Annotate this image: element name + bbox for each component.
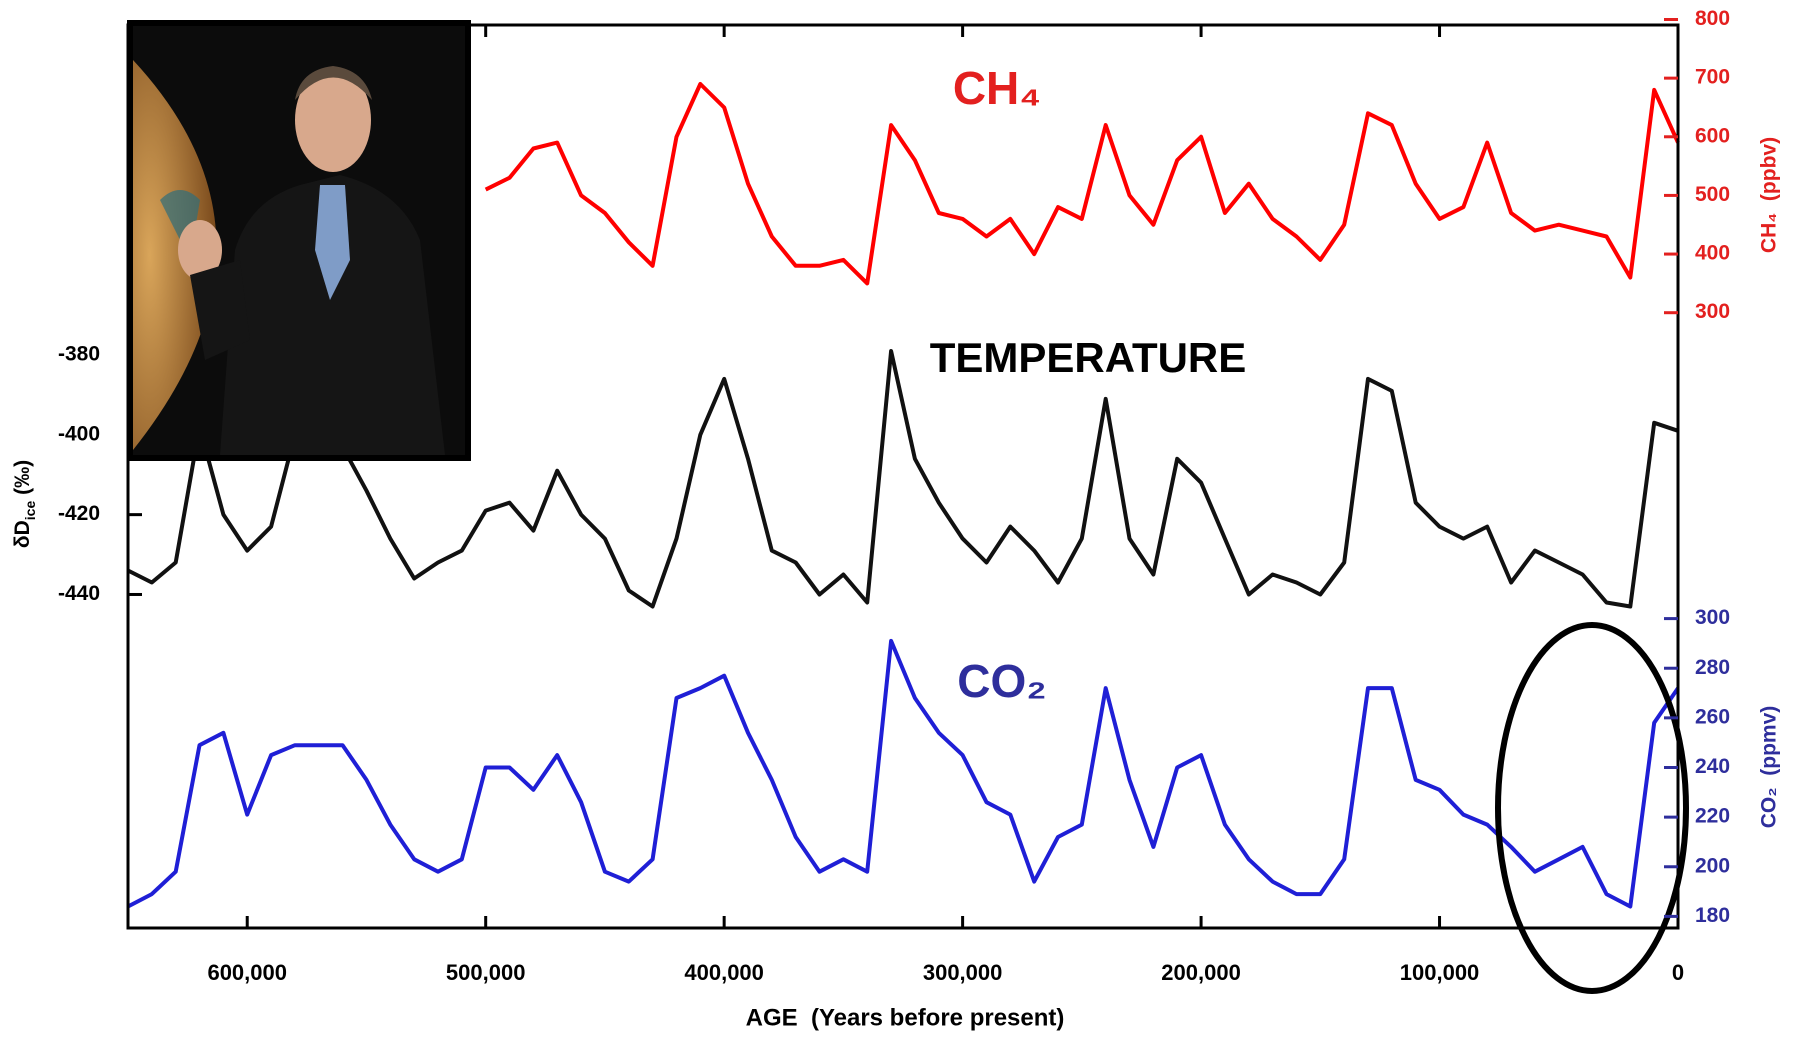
x-tick-label: 200,000 — [1161, 960, 1241, 985]
y-tick-label: 400 — [1695, 242, 1730, 265]
y-axis-label: CH₄ (ppbv) — [1758, 137, 1781, 253]
series-line — [484, 82, 1680, 286]
y-tick-label: 260 — [1695, 705, 1730, 728]
x-tick-label: 600,000 — [207, 960, 287, 985]
y-tick-label: 220 — [1695, 805, 1730, 828]
x-tick-label: 500,000 — [446, 960, 526, 985]
series-line — [127, 349, 1679, 609]
y-tick-label: 240 — [1695, 755, 1730, 778]
y-axis-label-part: ice — [22, 501, 38, 521]
x-axis-label: AGE (Years before present) — [746, 1004, 1065, 1031]
y-tick-label: 200 — [1695, 854, 1730, 877]
highlight-ellipse — [1495, 622, 1689, 994]
y-tick-label: -420 — [58, 502, 100, 525]
x-tick-label: 300,000 — [923, 960, 1003, 985]
y-tick-label: 600 — [1695, 124, 1730, 147]
y-tick-label: 180 — [1695, 904, 1730, 927]
photo — [127, 20, 471, 461]
series-label: TEMPERATURE — [930, 334, 1247, 381]
y-tick-label: 280 — [1695, 656, 1730, 679]
plot-frame — [126, 23, 1680, 930]
series-line — [127, 638, 1680, 909]
y-tick-label: -440 — [58, 582, 100, 605]
x-tick-label: 400,000 — [684, 960, 764, 985]
y-tick-label: 300 — [1695, 300, 1730, 323]
y-axis-label: CO₂ (ppmv) — [1758, 706, 1781, 829]
series-label: CO₂ — [957, 655, 1046, 707]
y-tick-label: 300 — [1695, 606, 1730, 629]
x-tick-label: 0 — [1672, 960, 1684, 985]
series-layer — [127, 82, 1680, 909]
y-axis-label: δDice (‰) — [11, 460, 38, 548]
y-tick-label: -380 — [58, 343, 100, 366]
series-label: CH₄ — [953, 62, 1041, 114]
x-tick-label: 100,000 — [1400, 960, 1480, 985]
y-axis-label-part: δD — [11, 520, 34, 548]
y-tick-label: 700 — [1695, 66, 1730, 89]
y-tick-label: -400 — [58, 422, 100, 445]
y-tick-label: 500 — [1695, 183, 1730, 206]
y-tick-label: 800 — [1695, 7, 1730, 30]
y-axis-label-part: (‰) — [11, 460, 34, 501]
